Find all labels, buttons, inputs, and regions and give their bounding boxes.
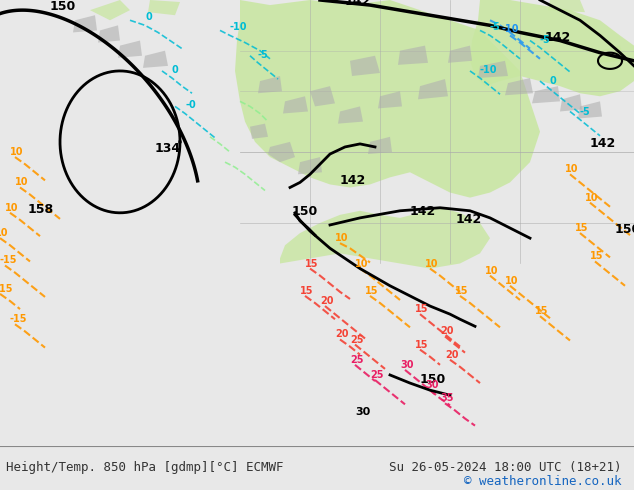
Polygon shape [418, 79, 448, 99]
Polygon shape [118, 41, 142, 58]
Text: 15: 15 [535, 306, 548, 316]
Polygon shape [280, 208, 490, 269]
Text: -15: -15 [0, 284, 13, 294]
Text: Height/Temp. 850 hPa [gdmp][°C] ECMWF: Height/Temp. 850 hPa [gdmp][°C] ECMWF [6, 462, 284, 474]
Text: 15: 15 [305, 259, 318, 269]
Polygon shape [268, 142, 295, 162]
Text: 10: 10 [585, 193, 598, 203]
Text: 10: 10 [10, 147, 23, 157]
Text: 25: 25 [350, 335, 363, 344]
Text: 15: 15 [415, 340, 429, 349]
Text: 20: 20 [445, 350, 458, 360]
Text: 142: 142 [590, 137, 616, 150]
Polygon shape [90, 0, 130, 20]
Polygon shape [368, 137, 392, 154]
Text: © weatheronline.co.uk: © weatheronline.co.uk [464, 475, 621, 488]
Text: 10: 10 [565, 164, 578, 174]
Text: 142: 142 [340, 174, 366, 188]
Polygon shape [560, 94, 582, 112]
Polygon shape [478, 61, 508, 78]
Text: -5: -5 [580, 106, 591, 117]
Polygon shape [505, 78, 533, 95]
Text: 134: 134 [500, 0, 526, 3]
Text: 142: 142 [345, 0, 372, 8]
Text: 10: 10 [355, 259, 368, 269]
Text: 35: 35 [440, 393, 453, 403]
Text: -15: -15 [10, 314, 27, 324]
Text: 142: 142 [410, 205, 436, 218]
Text: 15: 15 [590, 251, 604, 262]
Polygon shape [73, 15, 97, 32]
Text: 10: 10 [505, 276, 519, 286]
Text: 134: 134 [155, 142, 181, 155]
Polygon shape [235, 0, 540, 197]
Text: 142: 142 [456, 213, 482, 226]
Polygon shape [298, 157, 322, 174]
Text: 0: 0 [145, 12, 152, 22]
Text: 15: 15 [415, 304, 429, 314]
Text: 20: 20 [320, 296, 333, 306]
Text: -5: -5 [540, 35, 551, 45]
Polygon shape [378, 91, 402, 108]
Text: 10: 10 [0, 228, 8, 238]
Text: 10: 10 [425, 259, 439, 269]
Text: 0: 0 [172, 65, 179, 75]
Text: -10: -10 [502, 24, 519, 34]
Text: 20: 20 [440, 326, 453, 337]
Polygon shape [470, 0, 634, 96]
Text: 30: 30 [355, 408, 370, 417]
Polygon shape [350, 56, 380, 76]
Text: -5: -5 [490, 23, 501, 32]
Text: -10: -10 [480, 65, 498, 75]
Polygon shape [598, 46, 625, 63]
Text: 25: 25 [350, 355, 363, 365]
Text: 150: 150 [420, 373, 446, 386]
Polygon shape [98, 25, 120, 43]
Text: 15: 15 [575, 223, 588, 233]
Polygon shape [532, 86, 560, 103]
Text: 10: 10 [15, 177, 29, 188]
Polygon shape [448, 46, 472, 63]
Text: 142: 142 [545, 30, 571, 44]
Text: 25: 25 [370, 370, 384, 380]
Text: 150: 150 [50, 0, 76, 13]
Text: 15: 15 [300, 286, 313, 296]
Text: 15: 15 [455, 286, 469, 296]
Text: 15: 15 [365, 286, 378, 296]
Text: -5: -5 [258, 50, 269, 60]
Polygon shape [148, 0, 180, 15]
Text: 20: 20 [335, 329, 349, 340]
Text: -0: -0 [185, 100, 196, 110]
Polygon shape [548, 0, 585, 12]
Text: 10: 10 [335, 233, 349, 243]
Polygon shape [143, 50, 168, 68]
Text: -15: -15 [0, 255, 18, 266]
Polygon shape [283, 96, 308, 114]
Polygon shape [338, 106, 363, 123]
Text: -10: -10 [230, 23, 247, 32]
Text: 158: 158 [28, 203, 54, 216]
Text: 30: 30 [400, 360, 413, 370]
Polygon shape [578, 101, 602, 119]
Text: 0: 0 [550, 76, 557, 86]
Text: Su 26-05-2024 18:00 UTC (18+21): Su 26-05-2024 18:00 UTC (18+21) [389, 462, 621, 474]
Text: 10: 10 [5, 203, 18, 213]
Text: 10: 10 [485, 266, 498, 275]
Polygon shape [398, 46, 428, 65]
Text: 30: 30 [425, 380, 439, 390]
Polygon shape [310, 86, 335, 106]
Polygon shape [258, 76, 282, 93]
Text: 150: 150 [615, 223, 634, 236]
Text: 150: 150 [292, 205, 318, 218]
Polygon shape [250, 123, 268, 139]
